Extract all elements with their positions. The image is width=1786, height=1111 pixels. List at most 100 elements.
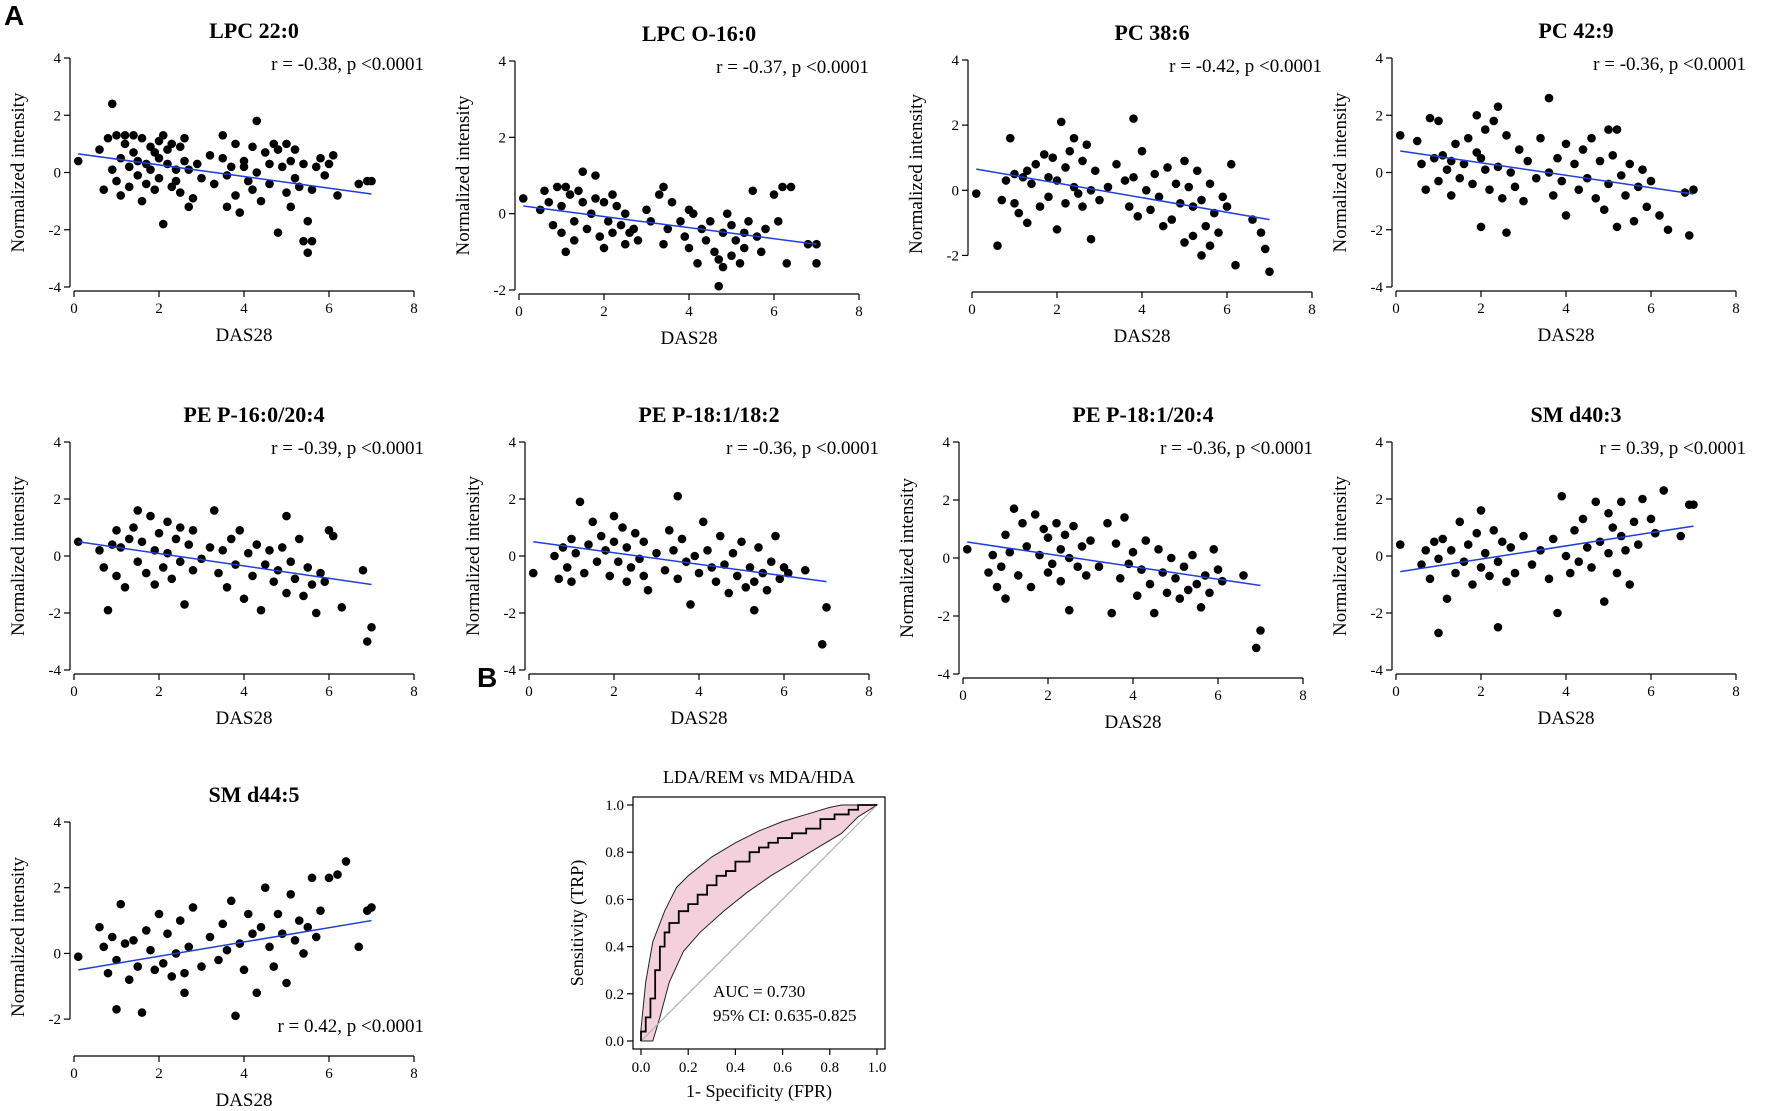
data-point — [303, 922, 313, 932]
data-point — [992, 582, 1002, 592]
data-point — [1001, 176, 1011, 185]
data-point — [311, 932, 321, 942]
data-point — [1463, 133, 1473, 143]
data-point — [341, 857, 351, 866]
data-point — [1030, 510, 1040, 519]
data-point — [762, 585, 772, 595]
x-tick-label: 6 — [770, 304, 778, 320]
data-point — [1115, 574, 1125, 583]
x-tick-label: 0 — [959, 688, 967, 704]
data-point — [311, 608, 321, 618]
data-point — [1629, 517, 1639, 527]
correlation-annotation: r = 0.42, p <0.0001 — [277, 1016, 424, 1037]
data-point — [622, 543, 632, 552]
data-point — [239, 162, 249, 172]
correlation-annotation: r = -0.39, p <0.0001 — [271, 438, 424, 459]
data-point — [129, 130, 138, 140]
data-point — [112, 176, 121, 186]
data-point — [1434, 116, 1443, 126]
x-tick-label: 2 — [600, 304, 608, 320]
data-point — [1570, 526, 1579, 535]
data-point — [1010, 199, 1019, 208]
data-point — [1154, 545, 1163, 554]
data-point — [163, 548, 172, 558]
data-point — [290, 145, 300, 154]
data-point — [1069, 133, 1079, 143]
correlation-annotation: r = -0.36, p <0.0001 — [1593, 54, 1746, 75]
data-point — [205, 543, 215, 552]
data-point — [1587, 563, 1596, 572]
data-point — [95, 922, 104, 932]
roc-x-tick-label: 0.2 — [679, 1060, 698, 1076]
data-point — [1048, 153, 1058, 163]
data-point — [214, 955, 223, 965]
x-tick-label: 4 — [1562, 684, 1570, 700]
data-point — [120, 939, 130, 948]
data-point — [171, 176, 181, 186]
data-point — [680, 232, 690, 241]
data-point — [596, 531, 606, 541]
scatter-chart-7: -4 -2 0 2 4 0 2 4 6 8 PE P-18:1/20:4 DAS28 Normalize… — [897, 402, 1313, 733]
data-point — [337, 603, 347, 612]
data-point — [1027, 179, 1036, 189]
data-point — [252, 116, 262, 126]
panel-label-b: B — [477, 662, 498, 693]
data-point — [214, 568, 223, 578]
data-point — [184, 202, 194, 212]
data-point — [1239, 571, 1248, 580]
data-point — [1417, 560, 1426, 569]
data-point — [1612, 125, 1622, 134]
x-tick-label: 0 — [70, 1066, 78, 1082]
x-tick-label: 6 — [1223, 302, 1231, 318]
data-point — [817, 640, 827, 649]
data-point — [676, 217, 685, 226]
trend-line — [976, 168, 1270, 221]
y-tick-label: 4 — [952, 53, 960, 69]
data-point — [1145, 579, 1155, 589]
data-point — [1073, 562, 1083, 571]
y-tick-label: 2 — [943, 493, 951, 509]
data-point — [286, 889, 296, 899]
data-point — [1502, 577, 1511, 586]
data-point — [354, 942, 364, 952]
scatter-chart-2: -2 0 2 4 0 2 4 6 8 LPC O-16:0 DAS28 Normalized inte… — [453, 21, 869, 349]
chart-title: LPC 22:0 — [209, 18, 299, 43]
data-point — [727, 220, 736, 230]
x-tick-label: 4 — [1138, 302, 1146, 318]
y-axis-label: Normalized intensity — [8, 857, 29, 1017]
x-axis-label: DAS28 — [670, 708, 727, 729]
data-point — [565, 190, 575, 199]
data-point — [1192, 579, 1202, 589]
data-point — [722, 209, 732, 218]
y-tick-label: 0 — [509, 549, 517, 565]
roc-auc-label: AUC = 0.730 — [713, 982, 805, 1001]
data-point — [175, 523, 185, 532]
x-tick-label: 2 — [1053, 302, 1061, 318]
data-point — [707, 563, 717, 572]
data-point — [1442, 165, 1452, 174]
data-point — [728, 548, 738, 558]
data-point — [1578, 145, 1588, 154]
data-point — [222, 945, 232, 955]
y-axis-label: Normalized intensity — [1330, 476, 1351, 636]
data-point — [1616, 497, 1626, 507]
data-point — [1128, 547, 1138, 557]
data-point — [1218, 192, 1228, 202]
data-point — [282, 978, 291, 988]
data-point — [1158, 221, 1168, 231]
data-point — [754, 543, 763, 552]
data-point — [711, 577, 721, 586]
data-point — [103, 968, 113, 978]
data-point — [324, 159, 334, 169]
y-tick-label: 0 — [54, 166, 62, 182]
roc-x-tick-label: 0.8 — [820, 1060, 839, 1076]
data-point — [231, 191, 240, 200]
data-point — [775, 574, 785, 584]
data-point — [1642, 202, 1652, 212]
data-point — [1472, 528, 1482, 538]
x-tick-label: 4 — [1129, 688, 1137, 704]
data-point — [1621, 191, 1630, 200]
data-point — [705, 217, 715, 226]
data-point — [1595, 156, 1605, 166]
data-point — [248, 929, 257, 939]
